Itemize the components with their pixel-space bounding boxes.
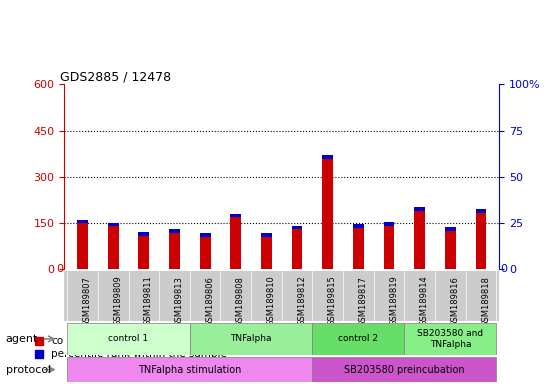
Text: protocol: protocol	[6, 364, 51, 375]
Bar	[261, 233, 272, 269]
Text: GSM189812: GSM189812	[297, 276, 306, 326]
Text: GSM189819: GSM189819	[389, 276, 398, 326]
Bar	[138, 232, 149, 269]
Text: GDS2885 / 12478: GDS2885 / 12478	[60, 70, 171, 83]
Text: GSM189814: GSM189814	[420, 276, 429, 326]
Bar	[353, 224, 364, 269]
Bar	[353, 224, 364, 228]
Bar	[384, 222, 395, 226]
Bar	[77, 220, 88, 223]
Text: GSM189809: GSM189809	[113, 276, 122, 326]
Text: 0: 0	[500, 264, 507, 274]
Text: GSM189810: GSM189810	[267, 276, 276, 326]
Bar	[405, 323, 497, 355]
Bar	[138, 232, 149, 236]
Text: GSM189817: GSM189817	[358, 276, 367, 326]
Bar	[323, 155, 333, 269]
Text: GSM189811: GSM189811	[144, 276, 153, 326]
Bar	[475, 209, 487, 269]
Bar	[169, 229, 180, 233]
Text: SB203580 preincubation: SB203580 preincubation	[344, 364, 465, 375]
Text: GSM189815: GSM189815	[328, 276, 337, 326]
Bar	[445, 227, 456, 269]
Text: TNFalpha: TNFalpha	[230, 334, 272, 343]
Bar	[384, 222, 395, 269]
Text: 0: 0	[56, 264, 64, 274]
Bar	[323, 155, 333, 159]
Bar	[312, 323, 405, 355]
Text: control 2: control 2	[338, 334, 378, 343]
Bar	[169, 229, 180, 269]
Text: GSM189806: GSM189806	[205, 276, 214, 326]
Text: GSM189813: GSM189813	[175, 276, 184, 326]
Bar	[292, 226, 302, 230]
Bar	[67, 357, 312, 382]
Text: TNFalpha stimulation: TNFalpha stimulation	[138, 364, 242, 375]
Legend: count, percentile rank within the sample: count, percentile rank within the sample	[35, 336, 227, 359]
Bar	[67, 323, 190, 355]
Text: agent: agent	[6, 334, 38, 344]
Bar	[312, 357, 497, 382]
Bar	[475, 209, 487, 213]
Text: GSM189807: GSM189807	[83, 276, 92, 326]
Text: GSM189808: GSM189808	[236, 276, 245, 326]
Bar	[415, 207, 425, 269]
Bar	[108, 223, 118, 227]
Bar	[415, 207, 425, 211]
Bar	[200, 233, 210, 237]
Text: GSM189818: GSM189818	[481, 276, 490, 326]
Text: control 1: control 1	[108, 334, 148, 343]
Bar	[200, 233, 210, 269]
Text: GSM189816: GSM189816	[450, 276, 459, 326]
Text: SB203580 and
TNFalpha: SB203580 and TNFalpha	[417, 329, 483, 349]
Bar	[261, 233, 272, 237]
Bar	[230, 214, 241, 217]
Bar	[190, 323, 312, 355]
Bar	[445, 227, 456, 231]
Bar	[292, 226, 302, 269]
Bar	[77, 220, 88, 269]
Bar	[230, 214, 241, 269]
Bar	[108, 223, 118, 269]
